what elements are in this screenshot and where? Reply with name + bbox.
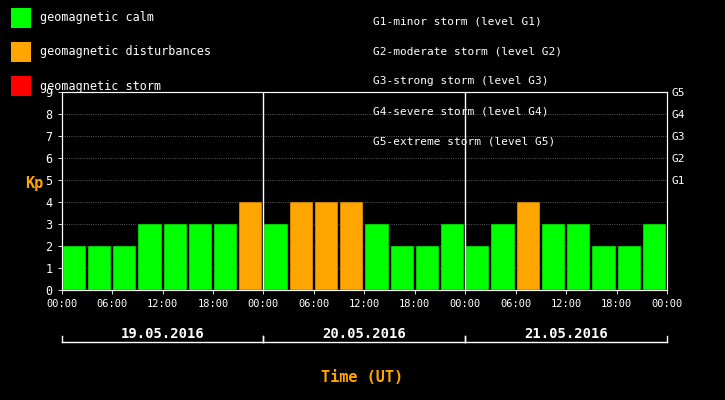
- Text: G2-moderate storm (level G2): G2-moderate storm (level G2): [373, 46, 563, 56]
- Y-axis label: Kp: Kp: [25, 176, 44, 191]
- Bar: [239, 202, 262, 290]
- Bar: [188, 224, 212, 290]
- Text: G1-minor storm (level G1): G1-minor storm (level G1): [373, 16, 542, 26]
- Bar: [492, 224, 515, 290]
- Text: 20.05.2016: 20.05.2016: [323, 327, 406, 341]
- Bar: [164, 224, 187, 290]
- Bar: [62, 246, 86, 290]
- Text: G4-severe storm (level G4): G4-severe storm (level G4): [373, 106, 549, 116]
- Bar: [214, 224, 237, 290]
- Bar: [265, 224, 288, 290]
- Text: Time (UT): Time (UT): [321, 370, 404, 386]
- Bar: [315, 202, 338, 290]
- Bar: [441, 224, 464, 290]
- Bar: [542, 224, 565, 290]
- Text: 21.05.2016: 21.05.2016: [524, 327, 608, 341]
- Bar: [138, 224, 162, 290]
- Text: G3-strong storm (level G3): G3-strong storm (level G3): [373, 76, 549, 86]
- Text: G5-extreme storm (level G5): G5-extreme storm (level G5): [373, 136, 555, 146]
- Bar: [567, 224, 590, 290]
- Bar: [618, 246, 641, 290]
- Text: geomagnetic disturbances: geomagnetic disturbances: [40, 46, 211, 58]
- Bar: [113, 246, 136, 290]
- Bar: [415, 246, 439, 290]
- Bar: [365, 224, 389, 290]
- Bar: [643, 224, 666, 290]
- Text: 19.05.2016: 19.05.2016: [120, 327, 204, 341]
- Bar: [466, 246, 489, 290]
- Bar: [340, 202, 363, 290]
- Bar: [592, 246, 616, 290]
- Bar: [517, 202, 540, 290]
- Bar: [391, 246, 414, 290]
- Bar: [88, 246, 111, 290]
- Text: geomagnetic calm: geomagnetic calm: [40, 12, 154, 24]
- Text: geomagnetic storm: geomagnetic storm: [40, 80, 161, 92]
- Bar: [290, 202, 313, 290]
